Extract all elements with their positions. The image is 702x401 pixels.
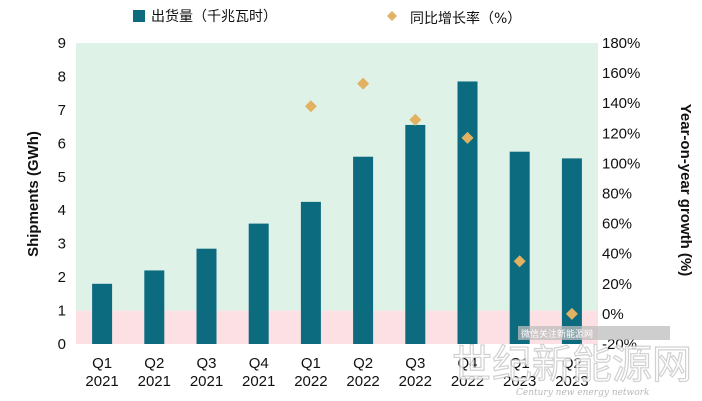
right-tick-label: 80% [602, 186, 632, 203]
x-category-label: Q1 [301, 355, 321, 372]
bar-9 [561, 158, 582, 344]
x-category-label: Q3 [196, 355, 216, 372]
x-category-label: 2021 [190, 373, 223, 390]
x-category-label: 2022 [451, 373, 484, 390]
right-tick-label: 120% [602, 125, 640, 142]
growth-marker-6 [409, 113, 422, 126]
bar-4 [300, 201, 321, 344]
legend-marker-label: 同比增长率（%） [410, 10, 521, 27]
x-category-label: Q2 [562, 355, 582, 372]
x-category-label: 2023 [555, 373, 588, 390]
right-tick-label: 180% [602, 35, 640, 52]
watermark-logo-text: 世纪新能源网 [452, 342, 692, 388]
right-axis-ticks: -20% 0% 20% 40% 60% 80% 100% 120% 140% 160% 180% [602, 35, 640, 353]
watermark-tag-background [518, 326, 670, 340]
left-axis-ticks: 0 1 2 3 4 5 6 7 8 9 [58, 35, 66, 353]
left-tick-label: 4 [58, 202, 66, 219]
x-category-label: 2022 [294, 373, 327, 390]
x-category-label: Q1 [510, 355, 530, 372]
legend: 出货量（千兆瓦时） 同比增长率（%） [133, 8, 521, 27]
growth-marker-9 [565, 307, 578, 320]
x-category-label: 2022 [346, 373, 379, 390]
x-category-label: 2022 [399, 373, 432, 390]
x-category-label: 2021 [242, 373, 275, 390]
right-axis-title: Year-on-year growth (%) [677, 104, 694, 277]
bar-8 [509, 151, 530, 344]
right-tick-label: 40% [602, 246, 632, 263]
growth-marker-5 [357, 77, 370, 90]
growth-marker-7 [461, 131, 474, 144]
growth-marker-4 [304, 100, 317, 113]
x-category-label: Q4 [457, 355, 477, 372]
bar-0 [92, 283, 113, 344]
right-tick-label: 0% [602, 306, 624, 323]
left-tick-label: 6 [58, 135, 66, 152]
right-tick-label: 140% [602, 95, 640, 112]
left-tick-label: 8 [58, 68, 66, 85]
left-tick-label: 1 [58, 303, 66, 320]
right-tick-label: 160% [602, 65, 640, 82]
growth-marker-series [304, 77, 578, 320]
right-tick-label: 100% [602, 155, 640, 172]
watermark-tag-text: 微信关注新能源网 [521, 328, 593, 340]
bar-1 [144, 270, 165, 344]
x-axis-labels: Q12021Q22021Q32021Q42021Q12022Q22022Q320… [85, 355, 588, 390]
x-category-label: Q2 [353, 355, 373, 372]
x-category-label: Q2 [144, 355, 164, 372]
x-category-label: Q1 [92, 355, 112, 372]
x-category-label: 2021 [138, 373, 171, 390]
left-tick-label: 5 [58, 169, 66, 186]
left-tick-label: 3 [58, 236, 66, 253]
watermark-caption: Century new energy network [516, 388, 649, 398]
x-category-label: Q3 [405, 355, 425, 372]
bar-6 [405, 124, 426, 344]
x-category-label: Q4 [249, 355, 269, 372]
watermark: 微信关注新能源网 世纪新能源网 Century new energy netwo… [451, 326, 693, 398]
x-category-label: 2023 [503, 373, 536, 390]
x-category-label: 2021 [85, 373, 118, 390]
growth-marker-8 [513, 255, 526, 268]
legend-bar-swatch [133, 10, 145, 22]
bar-7 [457, 81, 478, 344]
legend-diamond-icon [387, 11, 397, 21]
bar-series [92, 81, 582, 344]
left-tick-label: 2 [58, 269, 66, 286]
left-tick-label: 0 [58, 336, 66, 353]
left-tick-label: 9 [58, 35, 66, 52]
right-tick-label: -20% [602, 336, 637, 353]
bar-5 [353, 156, 374, 344]
right-tick-label: 60% [602, 216, 632, 233]
right-tick-label: 20% [602, 276, 632, 293]
left-axis-title: Shipments (GWh) [25, 131, 42, 257]
left-tick-label: 7 [58, 102, 66, 119]
legend-bar-label: 出货量（千兆瓦时） [151, 8, 277, 25]
bar-2 [196, 248, 217, 344]
bar-3 [248, 223, 269, 344]
